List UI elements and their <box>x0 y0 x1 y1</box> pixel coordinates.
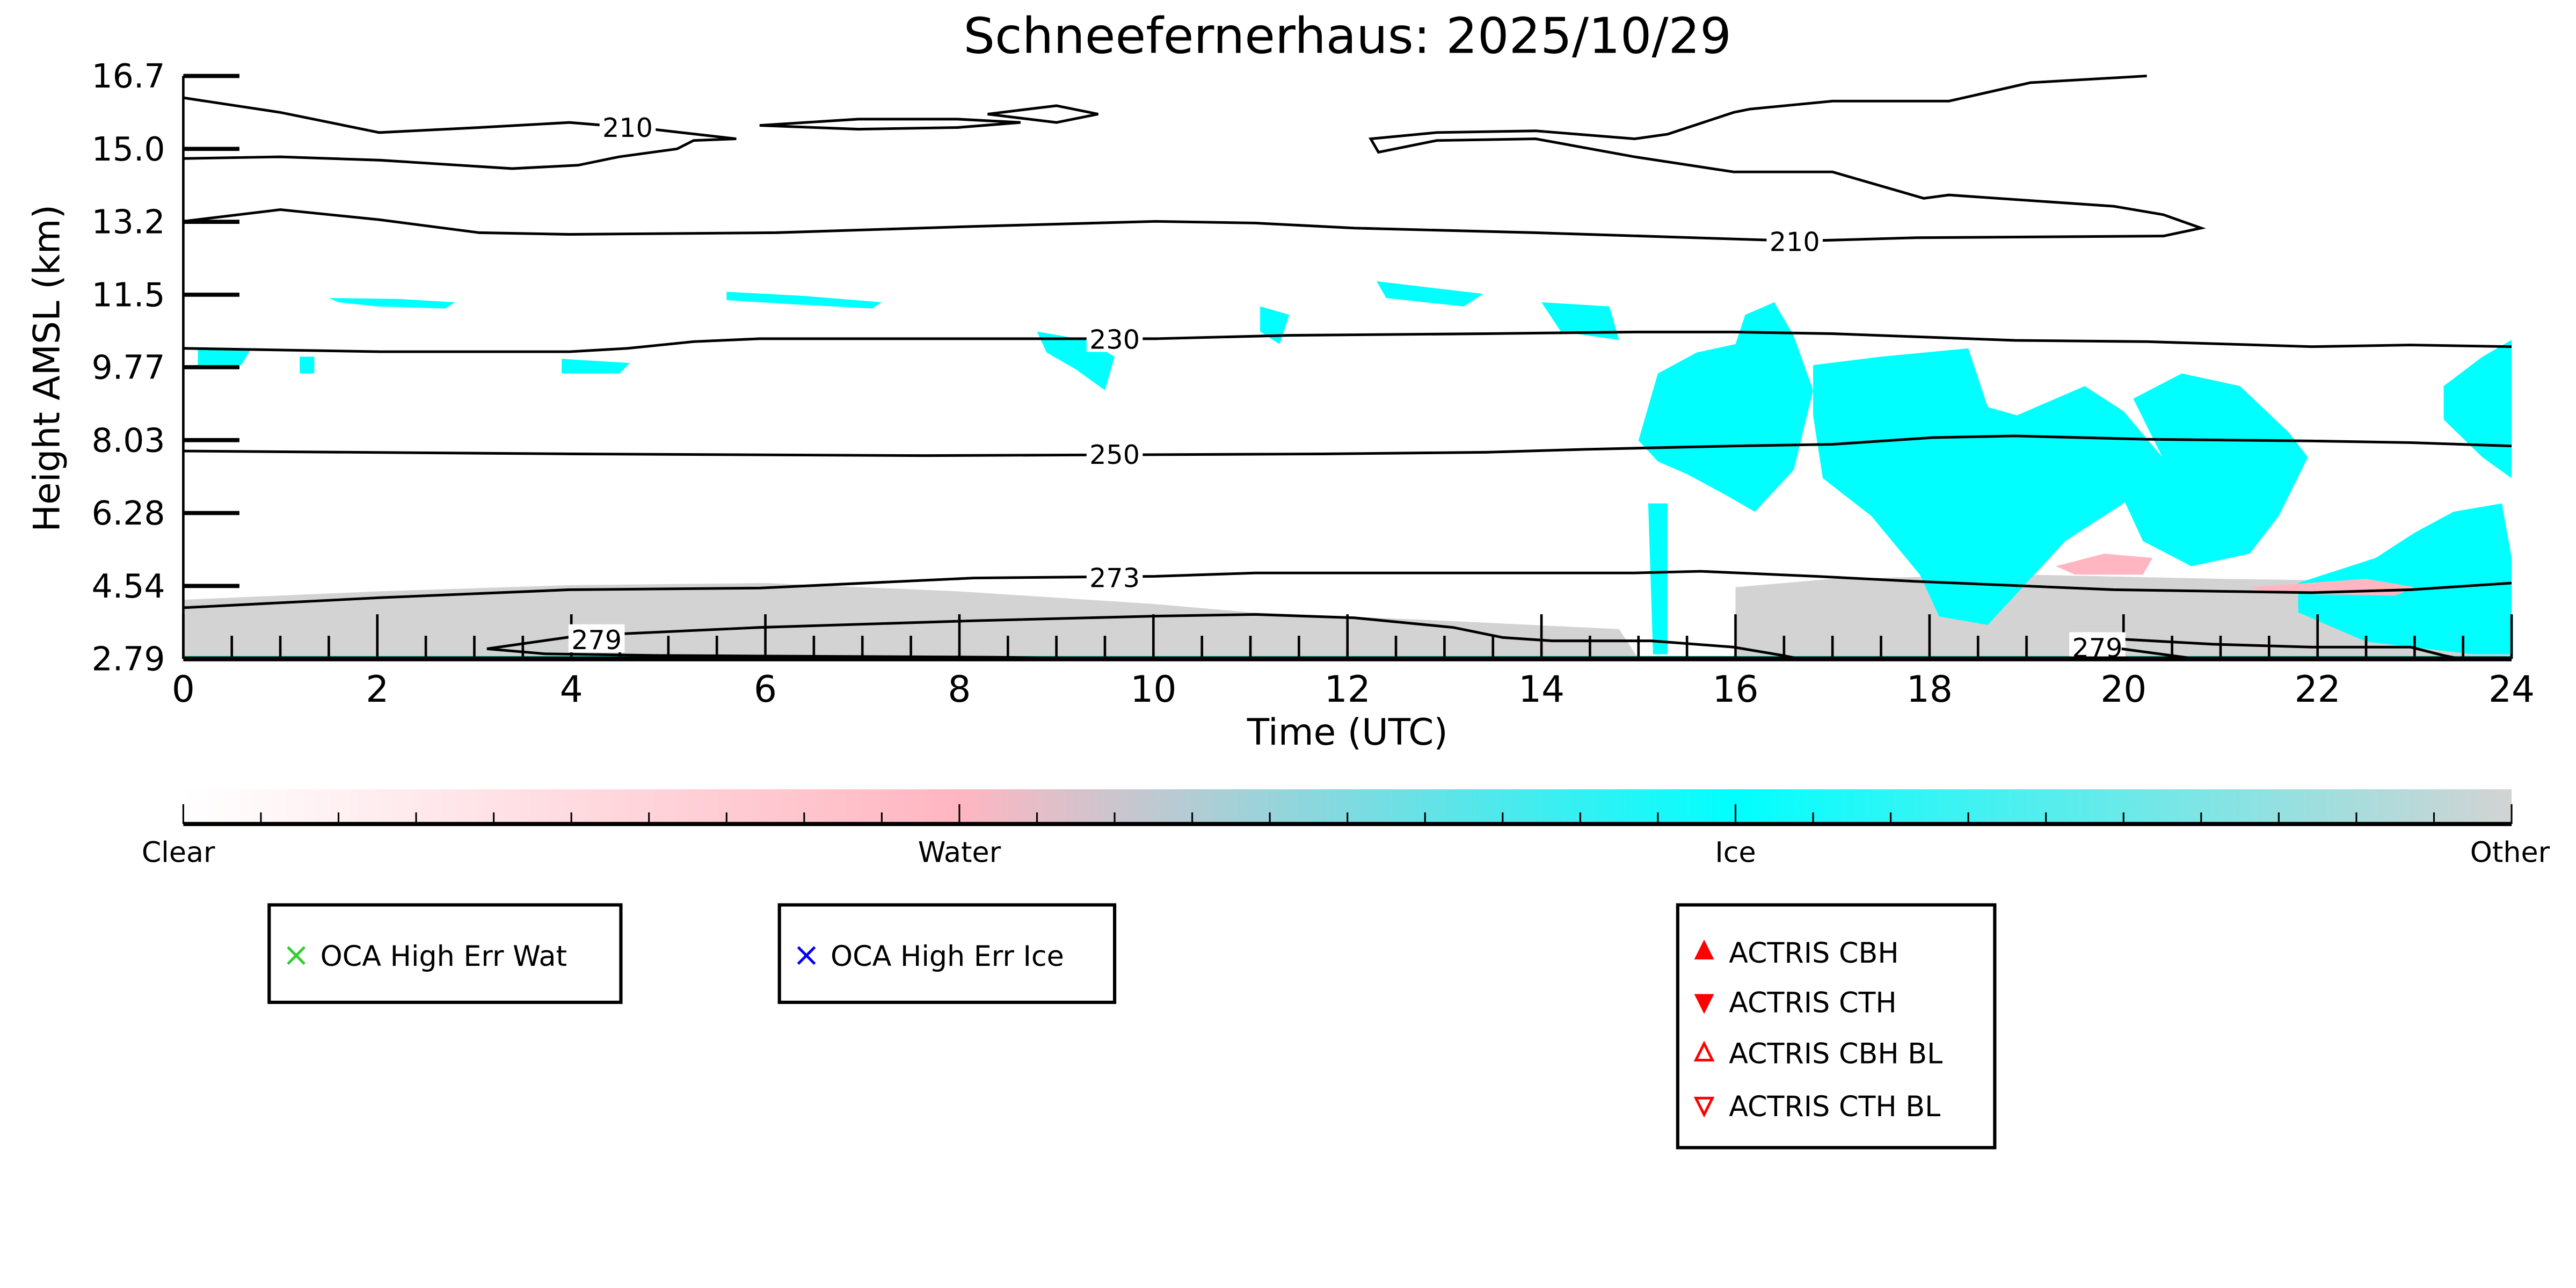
x-tick-label: 0 <box>172 668 195 710</box>
contour-label-bg <box>1086 562 1143 591</box>
cloud-mask <box>183 281 2512 659</box>
contour-line-210 <box>183 75 2206 243</box>
cloud-region-ice <box>1260 306 1290 345</box>
contour-label: 279 <box>571 624 622 656</box>
y-tick-label: 6.28 <box>92 494 165 533</box>
x-tick-label: 8 <box>948 668 971 710</box>
cloud-region-ice <box>2298 503 2512 654</box>
contour-label-bg <box>2069 632 2126 660</box>
triangle-up-open-icon <box>1693 1040 1715 1062</box>
y-tick-label: 13.2 <box>92 203 165 242</box>
contour-line-230 <box>183 330 2512 353</box>
contour-line-210 <box>759 118 1021 131</box>
x-marker-icon: × <box>282 935 310 974</box>
cloud-region-ice <box>300 356 315 374</box>
x-tick-label: 6 <box>754 668 777 710</box>
y-tick-label: 4.54 <box>92 567 165 606</box>
x-tick-label: 24 <box>2488 668 2535 710</box>
colorbar-ticks <box>182 804 2513 824</box>
cloud-region-ice <box>329 298 455 309</box>
x-tick-label: 16 <box>1712 668 1758 710</box>
contour-label-bg <box>1766 226 1823 254</box>
contour-label: 210 <box>602 112 653 143</box>
legend-label: ACTRIS CTH BL <box>1729 1090 1940 1123</box>
cloud-region-ice <box>198 348 251 367</box>
x-marker-icon: × <box>792 935 820 974</box>
cloud-region-water <box>2055 554 2153 575</box>
x-axis-ticks: 0 2 4 6 8 10 12 14 16 18 20 22 24 <box>172 614 2535 710</box>
triangle-down-filled-icon <box>1694 994 1714 1014</box>
y-axis-ticks: 2.79 4.54 6.28 8.03 9.77 11.5 13.2 15.0 16.7 <box>92 57 239 679</box>
legend-label: OCA High Err Ice <box>831 940 1064 973</box>
cloud-region-ice <box>562 359 630 374</box>
contour-line-273 <box>183 570 2512 609</box>
cloud-region-ice <box>2443 340 2512 478</box>
colorbar: Clear Water Ice Other <box>142 789 2550 869</box>
legend-oca-water: × OCA High Err Wat <box>267 903 623 1004</box>
legend-label: ACTRIS CBH BL <box>1729 1038 1942 1071</box>
cloud-region-ice <box>1813 348 2163 625</box>
contour-label: 273 <box>1089 562 1140 593</box>
y-axis-label: Height AMSL (km) <box>26 205 68 532</box>
contour-label: 250 <box>1089 439 1140 470</box>
legend-box <box>267 903 623 1004</box>
legend-label: ACTRIS CTH <box>1729 986 1897 1019</box>
contour-label-bg <box>1086 439 1143 468</box>
x-axis-label: Time (UTC) <box>1247 711 1448 753</box>
chart-title: Schneefernerhaus: 2025/10/29 <box>964 6 1731 64</box>
triangle-down-open-icon <box>1693 1096 1715 1118</box>
legend-box <box>777 903 1117 1004</box>
colorbar-label-clear: Clear <box>142 836 215 869</box>
contour-label-bg <box>1086 324 1143 352</box>
contour-line-279 <box>486 613 1800 660</box>
contour-line-279 <box>2121 638 2461 660</box>
x-tick-label: 14 <box>1518 668 1564 710</box>
x-tick-label: 12 <box>1325 668 1371 710</box>
contour-label: 230 <box>1089 324 1140 355</box>
legend-box <box>1676 903 1997 1149</box>
contour-label-bg <box>568 624 625 653</box>
y-tick-label: 16.7 <box>92 57 165 96</box>
y-tick-label: 15.0 <box>92 130 165 169</box>
contour-line-210 <box>183 96 737 170</box>
cloud-region-ice <box>1541 302 1619 340</box>
contour-line-250 <box>183 434 2512 457</box>
legend-actris: ACTRIS CBH ACTRIS CTH ACTRIS CBH BL ACTR… <box>1676 903 1997 1149</box>
legend-label: ACTRIS CBH <box>1729 937 1898 970</box>
y-tick-label: 8.03 <box>92 421 165 460</box>
cloud-region-ice <box>2123 373 2308 566</box>
x-tick-label: 10 <box>1130 668 1176 710</box>
cloud-region-ice <box>1638 302 1814 512</box>
cloud-region-ice <box>726 292 882 309</box>
contour-label-bg <box>599 112 656 141</box>
x-tick-label: 2 <box>366 668 389 710</box>
colorbar-label-water: Water <box>918 836 1001 869</box>
legend-label: OCA High Err Wat <box>321 940 567 973</box>
x-tick-label: 18 <box>1906 668 1953 710</box>
colorbar-label-ice: Ice <box>1715 836 1756 869</box>
contour-line-210 <box>987 104 1098 124</box>
y-tick-label: 9.77 <box>92 348 165 387</box>
x-tick-label: 20 <box>2100 668 2146 710</box>
colorbar-label-other: Other <box>2470 836 2550 869</box>
x-tick-label: 4 <box>560 668 583 710</box>
x-tick-label: 22 <box>2295 668 2341 710</box>
triangle-up-filled-icon <box>1694 940 1714 959</box>
cloud-region-ice <box>1648 503 1668 654</box>
cloud-region-ice <box>1376 281 1483 307</box>
y-tick-label: 2.79 <box>92 640 165 679</box>
legend-oca-ice: × OCA High Err Ice <box>777 903 1117 1004</box>
contour-label: 210 <box>1770 226 1820 257</box>
y-tick-label: 11.5 <box>92 275 165 314</box>
